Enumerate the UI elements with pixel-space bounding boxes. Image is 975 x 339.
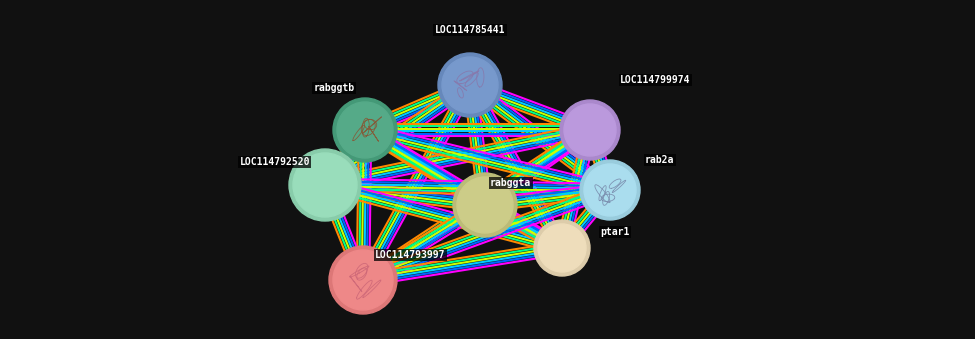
Circle shape (333, 250, 393, 310)
Circle shape (289, 149, 361, 221)
Circle shape (564, 104, 616, 156)
Circle shape (329, 246, 397, 314)
Text: LOC114793997: LOC114793997 (375, 250, 446, 260)
Text: LOC114785441: LOC114785441 (435, 25, 505, 35)
Circle shape (453, 173, 517, 237)
Circle shape (580, 160, 640, 220)
Text: LOC114799974: LOC114799974 (620, 75, 690, 85)
Circle shape (457, 177, 513, 233)
Text: rab2a: rab2a (645, 155, 675, 165)
Circle shape (584, 164, 636, 216)
Text: ptar1: ptar1 (600, 227, 630, 237)
Circle shape (560, 100, 620, 160)
Circle shape (438, 53, 502, 117)
Circle shape (538, 224, 586, 272)
Text: LOC114792520: LOC114792520 (240, 157, 310, 167)
Circle shape (333, 98, 397, 162)
Text: rabggtb: rabggtb (314, 83, 355, 93)
Circle shape (293, 153, 357, 217)
Circle shape (534, 220, 590, 276)
Circle shape (337, 102, 393, 158)
Text: rabggta: rabggta (490, 178, 531, 188)
Circle shape (442, 57, 498, 113)
